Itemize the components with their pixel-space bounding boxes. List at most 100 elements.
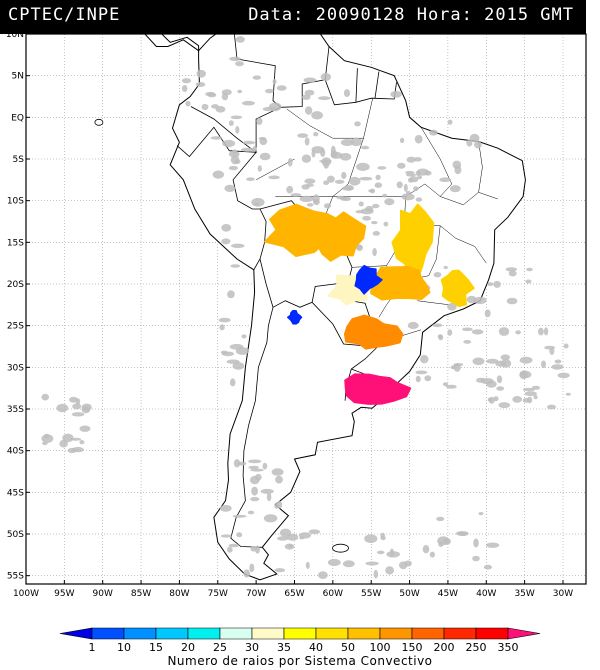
- cloud-patch: [384, 198, 395, 206]
- cloud-patch: [70, 437, 82, 441]
- cloud-patch: [390, 90, 402, 98]
- cloud-patch: [196, 69, 206, 78]
- cloud-patch: [246, 177, 255, 181]
- cloud-patch: [304, 178, 316, 184]
- cloud-patch: [318, 96, 331, 101]
- lon-label: 60W: [323, 589, 343, 599]
- cloud-patch: [41, 393, 49, 401]
- cloud-patch: [312, 194, 320, 204]
- island: [332, 543, 349, 553]
- cloud-patch: [218, 317, 231, 323]
- cloud-patch: [443, 538, 451, 545]
- convective-system: [391, 203, 435, 281]
- cloud-patch: [181, 78, 192, 84]
- lat-label: 30S: [7, 363, 24, 373]
- lon-label: 45W: [438, 589, 458, 599]
- cloud-patch: [304, 89, 315, 96]
- cloud-patch: [201, 103, 209, 111]
- state-border: [417, 300, 450, 306]
- cloud-patch: [415, 370, 428, 375]
- cloud-patch: [207, 92, 217, 98]
- storm-cell: [440, 269, 475, 308]
- latitude-labels: 10N 5N EQ 5S 10S 15S 20S 25S 30S 35S 40S 45S 50S 55S: [6, 30, 30, 582]
- lat-label: 35S: [7, 405, 24, 415]
- cloud-patch: [79, 425, 91, 432]
- cloud-patch: [247, 510, 255, 515]
- cloud-patch: [415, 197, 423, 202]
- cloud-patch: [330, 145, 336, 155]
- cloud-patch: [413, 186, 419, 192]
- cloud-patch: [519, 356, 533, 364]
- cloud-patch: [311, 146, 325, 154]
- cloud-patch: [233, 459, 241, 468]
- cloud-patch: [339, 153, 352, 161]
- color-scale-label: 25: [213, 641, 227, 654]
- cloud-patch: [318, 571, 328, 579]
- storm-cell: [287, 309, 303, 325]
- cloud-patch: [236, 532, 243, 538]
- cloud-patch: [323, 180, 330, 185]
- cloud-patch: [229, 378, 236, 387]
- cloud-patch: [372, 203, 380, 209]
- color-swatch: [411, 627, 445, 640]
- cloud-patch: [364, 534, 378, 544]
- cloud-patch: [382, 193, 388, 198]
- cloud-patch: [342, 560, 355, 568]
- color-scale-label: 150: [402, 641, 423, 654]
- cloud-patch: [304, 106, 313, 115]
- cloud-patch: [81, 403, 92, 411]
- cloud-patch: [471, 329, 484, 335]
- cloud-patch: [249, 563, 255, 573]
- cloud-patch: [321, 157, 332, 167]
- cloud-patch: [265, 88, 274, 94]
- color-scale-label: 100: [370, 641, 391, 654]
- cloud-patch: [417, 175, 422, 180]
- cloud-patch: [512, 396, 523, 403]
- state-border: [351, 265, 387, 268]
- cloud-patch: [409, 176, 419, 183]
- color-swatch: [219, 627, 253, 640]
- color-swatch: [347, 627, 381, 640]
- cloud-patch: [354, 121, 361, 127]
- cloud-patch: [219, 324, 225, 331]
- lon-label: 65W: [284, 589, 304, 599]
- cloud-patch: [443, 265, 448, 270]
- cloud-patch: [237, 89, 243, 94]
- lon-label: 35W: [514, 589, 534, 599]
- national-border: [280, 46, 330, 108]
- cloud-patch: [526, 267, 533, 272]
- cloud-patch: [527, 396, 533, 404]
- cloud-patch: [372, 231, 380, 236]
- cloud-patch: [228, 543, 240, 548]
- cloud-patch: [424, 170, 432, 176]
- lat-label: 40S: [7, 447, 24, 457]
- cloud-patch: [248, 465, 259, 470]
- cloud-patch: [242, 140, 256, 145]
- lat-label: 5S: [13, 155, 25, 165]
- cloud-patch: [495, 360, 507, 367]
- cloud-patch: [538, 327, 544, 336]
- cloud-patch: [226, 359, 240, 364]
- cloud-patch: [472, 555, 480, 562]
- cloud-patch: [287, 158, 293, 167]
- cloud-patch: [311, 111, 323, 120]
- cloud-patch: [323, 203, 332, 209]
- cloud-patch: [515, 330, 521, 335]
- cloud-patch: [259, 137, 268, 146]
- cloud-patch: [487, 282, 494, 286]
- cloud-patch: [221, 224, 232, 232]
- color-swatch: [155, 627, 189, 640]
- cloud-patch: [457, 531, 468, 536]
- cloud-patch: [433, 272, 442, 278]
- cloud-patch: [543, 327, 549, 336]
- header-date-time: Data: 20090128 Hora: 2015 GMT: [248, 5, 574, 25]
- cloud-patch: [466, 139, 473, 147]
- state-border: [478, 141, 483, 193]
- cloud-patch: [274, 568, 286, 573]
- cloud-patch: [272, 78, 277, 85]
- cloud-patch: [389, 548, 394, 557]
- cloud-patch: [252, 146, 257, 152]
- cloud-patch: [44, 433, 50, 439]
- cloud-patch: [486, 380, 497, 388]
- cloud-patch: [533, 395, 538, 400]
